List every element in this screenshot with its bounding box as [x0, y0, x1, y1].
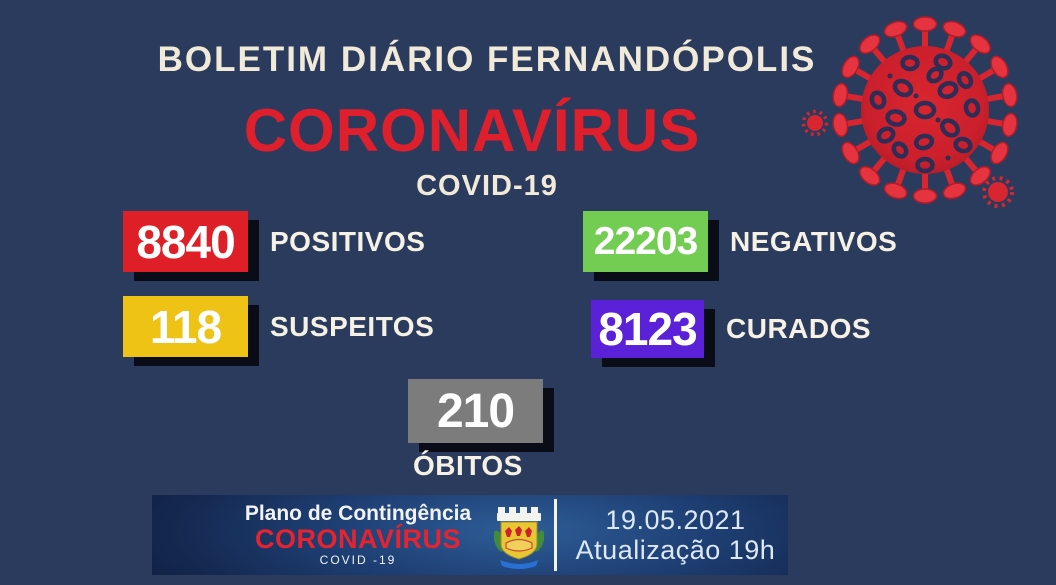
curados-label: CURADOS [726, 313, 872, 344]
small-virus-bottom-right [982, 176, 1014, 208]
negativos-value-box: 22203 [583, 211, 708, 272]
stat-row-negativos: 22203 NEGATIVOS [583, 211, 897, 272]
bulletin-title: BOLETIM DIÁRIO FERNANDÓPOLIS [157, 40, 817, 79]
suspeitos-label: SUSPEITOS [270, 310, 435, 342]
plan-title: Plano de Contingência [244, 501, 472, 525]
disease-subtitle: COVID-19 [416, 170, 558, 202]
coronavirus-icon [798, 0, 1056, 232]
suspeitos-count: 118 [149, 300, 222, 353]
negativos-count: 22203 [593, 219, 698, 263]
positivos-value-box: 8840 [123, 211, 248, 272]
disease-title: CORONAVÍRUS [243, 97, 701, 164]
small-virus-left [801, 109, 829, 137]
stat-row-curados: 8123 CURADOS [591, 300, 871, 358]
plan-subtitle: COVID -19 [319, 553, 397, 568]
city-coat-of-arms-icon [492, 495, 546, 575]
positivos-count: 8840 [136, 215, 235, 268]
stat-row-suspeitos: 118 SUSPEITOS [123, 296, 434, 357]
plan-disease-title: CORONAVÍRUS [254, 524, 461, 555]
negativos-label: NEGATIVOS [730, 225, 898, 257]
update-date: 19.05.2021 [605, 504, 746, 535]
curados-value-box: 8123 [591, 300, 704, 358]
positivos-label: POSITIVOS [270, 225, 426, 257]
obitos-value-box: 210 [408, 379, 543, 443]
curados-count: 8123 [598, 303, 697, 355]
obitos-count: 210 [436, 384, 515, 438]
footer-divider [554, 499, 557, 571]
contingency-plan-banner: Plano de Contingência CORONAVÍRUS COVID … [152, 495, 788, 575]
stat-row-positivos: 8840 POSITIVOS [123, 211, 425, 272]
obitos-label: ÓBITOS [413, 450, 523, 481]
update-date-block: 19.05.2021 Atualização 19h [563, 495, 788, 575]
suspeitos-value-box: 118 [123, 296, 248, 357]
plan-text-block: Plano de Contingência CORONAVÍRUS COVID … [152, 495, 492, 575]
update-time: Atualização 19h [575, 535, 776, 565]
